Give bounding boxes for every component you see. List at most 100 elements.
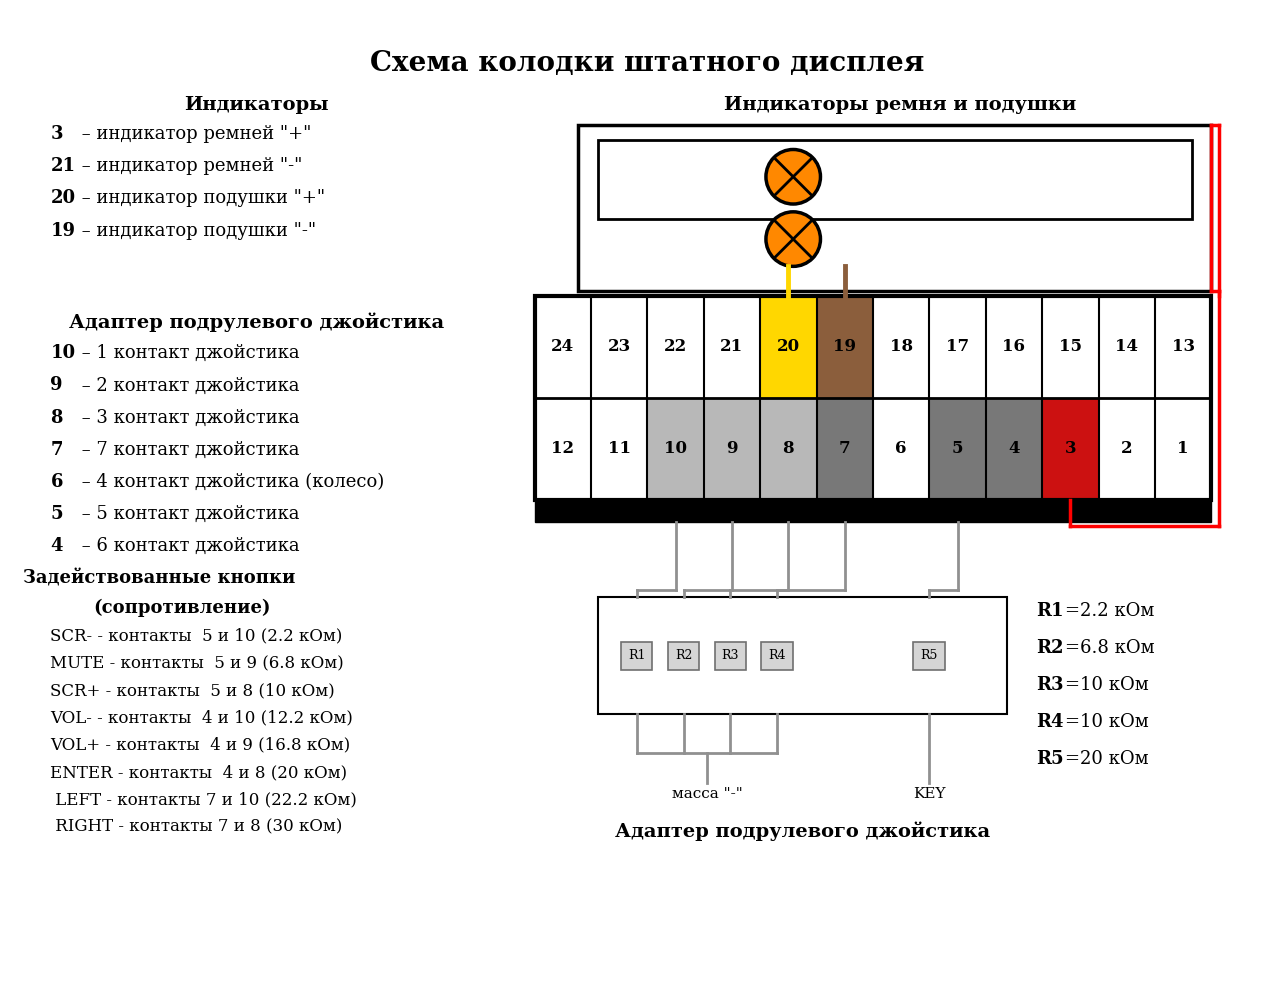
Bar <box>985 398 1042 500</box>
Text: =6.8 кОм: =6.8 кОм <box>1065 639 1154 657</box>
Text: 10: 10 <box>51 345 76 362</box>
Text: 5: 5 <box>952 440 964 458</box>
Text: 7: 7 <box>839 440 850 458</box>
Text: R4: R4 <box>768 649 786 662</box>
Bar <box>534 398 591 500</box>
Text: MUTE - контакты  5 и 9 (6.8 кОм): MUTE - контакты 5 и 9 (6.8 кОм) <box>51 655 345 672</box>
Text: 24: 24 <box>551 339 575 355</box>
Text: – 5 контакт джойстика: – 5 контакт джойстика <box>76 505 299 523</box>
Bar <box>668 642 700 669</box>
Text: 18: 18 <box>889 339 913 355</box>
Text: 4: 4 <box>1008 440 1019 458</box>
Text: =10 кОм: =10 кОм <box>1065 676 1149 695</box>
Bar <box>648 295 703 398</box>
Text: – 6 контакт джойстика: – 6 контакт джойстика <box>76 537 299 555</box>
Text: 19: 19 <box>51 222 76 240</box>
Text: R3: R3 <box>1036 676 1063 695</box>
Text: LEFT - контакты 7 и 10 (22.2 кОм): LEFT - контакты 7 и 10 (22.2 кОм) <box>51 791 357 808</box>
Bar <box>873 398 930 500</box>
Bar <box>578 125 1211 290</box>
Bar <box>762 642 793 669</box>
Bar <box>597 598 1007 715</box>
Bar <box>591 398 648 500</box>
Bar <box>715 642 746 669</box>
Text: масса "-": масса "-" <box>672 787 743 801</box>
Text: 8: 8 <box>783 440 794 458</box>
Bar <box>913 642 945 669</box>
Bar <box>985 295 1042 398</box>
Text: R5: R5 <box>1036 750 1063 768</box>
Bar <box>534 295 591 398</box>
Text: 9: 9 <box>51 376 63 394</box>
Text: – индикатор подушки "-": – индикатор подушки "-" <box>76 222 316 240</box>
Bar <box>873 295 930 398</box>
Bar <box>930 398 985 500</box>
Text: – индикатор подушки "+": – индикатор подушки "+" <box>76 190 325 208</box>
Text: 8: 8 <box>51 408 63 426</box>
Bar <box>1154 295 1211 398</box>
Bar <box>1042 398 1099 500</box>
Bar <box>534 500 1211 521</box>
Bar <box>648 398 703 500</box>
Text: – 4 контакт джойстика (колесо): – 4 контакт джойстика (колесо) <box>76 473 384 491</box>
Text: 2: 2 <box>1122 440 1133 458</box>
Text: RIGHT - контакты 7 и 8 (30 кОм): RIGHT - контакты 7 и 8 (30 кОм) <box>51 818 342 836</box>
Text: 5: 5 <box>51 505 63 523</box>
Text: Задействованные кнопки: Задействованные кнопки <box>23 570 296 588</box>
Bar <box>760 398 817 500</box>
Text: R4: R4 <box>1036 714 1063 732</box>
Text: 11: 11 <box>608 440 630 458</box>
Bar <box>1154 398 1211 500</box>
Text: VOL+ - контакты  4 и 9 (16.8 кОм): VOL+ - контакты 4 и 9 (16.8 кОм) <box>51 737 351 754</box>
Bar <box>703 295 760 398</box>
Text: – 1 контакт джойстика: – 1 контакт джойстика <box>76 345 299 362</box>
Text: – индикатор ремней "+": – индикатор ремней "+" <box>76 125 311 143</box>
Bar <box>703 398 760 500</box>
Text: 15: 15 <box>1058 339 1082 355</box>
Text: 3: 3 <box>51 125 63 143</box>
Text: R5: R5 <box>921 649 937 662</box>
Text: Индикаторы ремня и подушки: Индикаторы ремня и подушки <box>724 96 1076 114</box>
Text: 21: 21 <box>51 157 76 175</box>
Text: R2: R2 <box>674 649 692 662</box>
Text: 16: 16 <box>1003 339 1026 355</box>
Text: Схема колодки штатного дисплея: Схема колодки штатного дисплея <box>370 50 925 78</box>
Text: 3: 3 <box>1065 440 1076 458</box>
Bar <box>817 295 873 398</box>
Text: 10: 10 <box>664 440 687 458</box>
Text: Адаптер подрулевого джойстика: Адаптер подрулевого джойстика <box>69 312 445 332</box>
Bar <box>760 295 817 398</box>
Bar <box>591 295 648 398</box>
Text: 22: 22 <box>664 339 687 355</box>
Text: (сопротивление): (сопротивление) <box>93 599 270 617</box>
Text: =2.2 кОм: =2.2 кОм <box>1065 603 1154 620</box>
Text: 4: 4 <box>51 537 63 555</box>
Text: 19: 19 <box>834 339 856 355</box>
Bar <box>597 140 1192 219</box>
Bar <box>817 398 873 500</box>
Bar <box>621 642 653 669</box>
Text: R1: R1 <box>1036 603 1063 620</box>
Text: 9: 9 <box>726 440 738 458</box>
Text: 1: 1 <box>1177 440 1188 458</box>
Text: 17: 17 <box>946 339 969 355</box>
Circle shape <box>765 212 821 266</box>
Text: Индикаторы: Индикаторы <box>184 96 330 114</box>
Text: 6: 6 <box>51 473 63 491</box>
Text: =10 кОм: =10 кОм <box>1065 714 1149 732</box>
Text: SCR- - контакты  5 и 10 (2.2 кОм): SCR- - контакты 5 и 10 (2.2 кОм) <box>51 628 342 645</box>
Text: 6: 6 <box>895 440 907 458</box>
Text: 13: 13 <box>1172 339 1195 355</box>
Text: VOL- - контакты  4 и 10 (12.2 кОм): VOL- - контакты 4 и 10 (12.2 кОм) <box>51 710 354 727</box>
Bar <box>1099 295 1154 398</box>
Text: 21: 21 <box>720 339 744 355</box>
Text: R2: R2 <box>1036 639 1063 657</box>
Text: R1: R1 <box>628 649 645 662</box>
Bar <box>1099 398 1154 500</box>
Text: – 7 контакт джойстика: – 7 контакт джойстика <box>76 440 299 459</box>
Text: =20 кОм: =20 кОм <box>1065 750 1149 768</box>
Text: – индикатор ремней "-": – индикатор ремней "-" <box>76 157 302 175</box>
Text: ENTER - контакты  4 и 8 (20 кОм): ENTER - контакты 4 и 8 (20 кОм) <box>51 764 347 781</box>
Text: – 3 контакт джойстика: – 3 контакт джойстика <box>76 408 299 426</box>
Text: 7: 7 <box>51 440 63 459</box>
